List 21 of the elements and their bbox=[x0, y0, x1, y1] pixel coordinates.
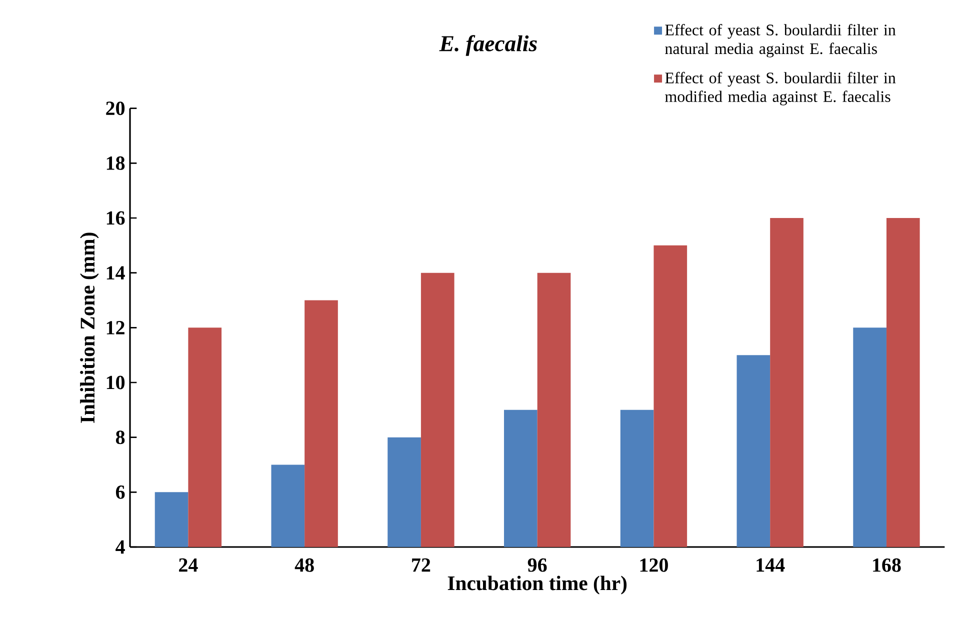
y-tick-label: 20 bbox=[106, 102, 125, 116]
x-axis-title: Incubation time (hr) bbox=[448, 576, 627, 594]
y-tick-label: 10 bbox=[106, 376, 125, 390]
legend-label: Effect of yeast S. boulardii filter in modified media against E. faecalis bbox=[665, 72, 896, 106]
y-tick-label: 12 bbox=[106, 321, 124, 334]
x-tick-label: 72 bbox=[412, 558, 430, 572]
y-tick-label: 8 bbox=[116, 430, 125, 444]
x-tick-label: 168 bbox=[873, 558, 901, 572]
x-tick-label: 120 bbox=[640, 558, 668, 572]
y-tick-label: 4 bbox=[116, 540, 125, 554]
x-tick-label: 48 bbox=[294, 558, 314, 572]
x-tick-label: 96 bbox=[528, 558, 547, 572]
legend-label: Effect of yeast S. boulardii filter in natural media against E. faecalis bbox=[665, 24, 896, 58]
x-tick-label: 144 bbox=[756, 558, 785, 572]
y-axis-title: Inhibition Zone (mm) bbox=[80, 232, 99, 423]
y-tick-label: 14 bbox=[106, 266, 125, 280]
x-tick-label: 24 bbox=[179, 558, 198, 572]
chart-title: E. faecalis bbox=[439, 35, 537, 56]
y-tick-label: 18 bbox=[106, 156, 125, 170]
y-tick-label: 16 bbox=[106, 211, 125, 225]
y-tick-label: 6 bbox=[116, 485, 125, 499]
